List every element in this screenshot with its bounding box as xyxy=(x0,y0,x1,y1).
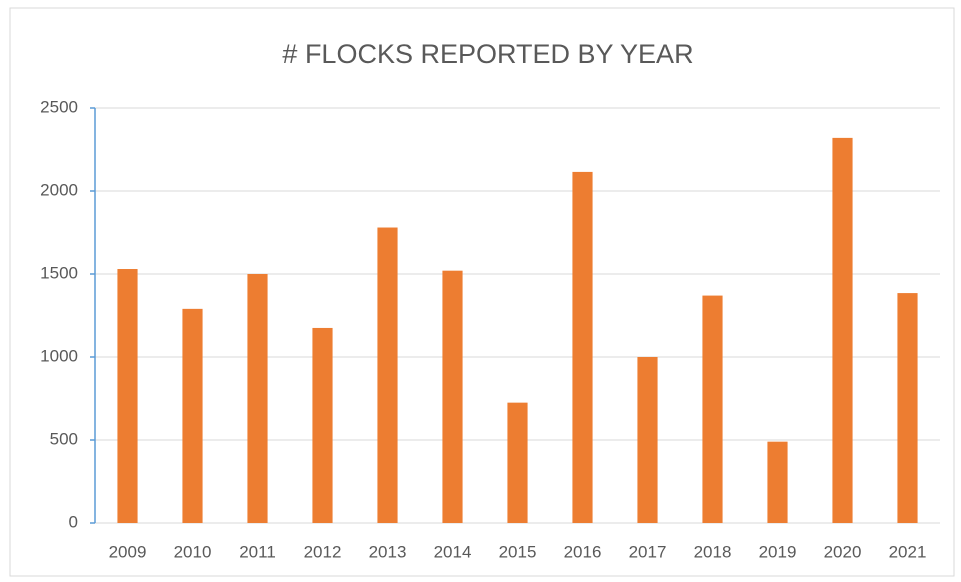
y-tick-label: 2000 xyxy=(40,180,78,199)
y-tick-label: 0 xyxy=(69,512,78,531)
x-tick-label: 2009 xyxy=(109,542,147,561)
chart-frame xyxy=(9,7,955,577)
x-tick-label: 2017 xyxy=(629,542,667,561)
x-tick-label: 2020 xyxy=(824,542,862,561)
bar xyxy=(897,293,918,523)
bar xyxy=(377,227,398,523)
x-tick-label: 2021 xyxy=(889,542,927,561)
x-tick-label: 2014 xyxy=(434,542,472,561)
x-tick-label: 2011 xyxy=(239,542,276,561)
bar xyxy=(702,295,723,523)
chart-title: # FLOCKS REPORTED BY YEAR xyxy=(282,39,693,69)
bar xyxy=(637,357,658,523)
bar xyxy=(117,269,138,523)
bar xyxy=(182,308,203,523)
x-tick-label: 2012 xyxy=(304,542,342,561)
y-tick-label: 500 xyxy=(50,429,78,448)
bar xyxy=(572,171,593,523)
y-tick-label: 1000 xyxy=(40,346,78,365)
bar xyxy=(507,402,528,523)
x-tick-label: 2013 xyxy=(369,542,407,561)
x-tick-label: 2010 xyxy=(174,542,212,561)
y-tick-label: 1500 xyxy=(40,263,78,282)
x-tick-label: 2018 xyxy=(694,542,732,561)
x-tick-label: 2016 xyxy=(564,542,602,561)
x-tick-label: 2019 xyxy=(759,542,797,561)
bar xyxy=(442,270,463,523)
x-tick-label: 2015 xyxy=(499,542,537,561)
bar xyxy=(312,327,333,523)
bar xyxy=(247,274,268,523)
bar xyxy=(832,137,853,523)
y-tick-label: 2500 xyxy=(40,97,78,116)
bar xyxy=(767,441,788,523)
